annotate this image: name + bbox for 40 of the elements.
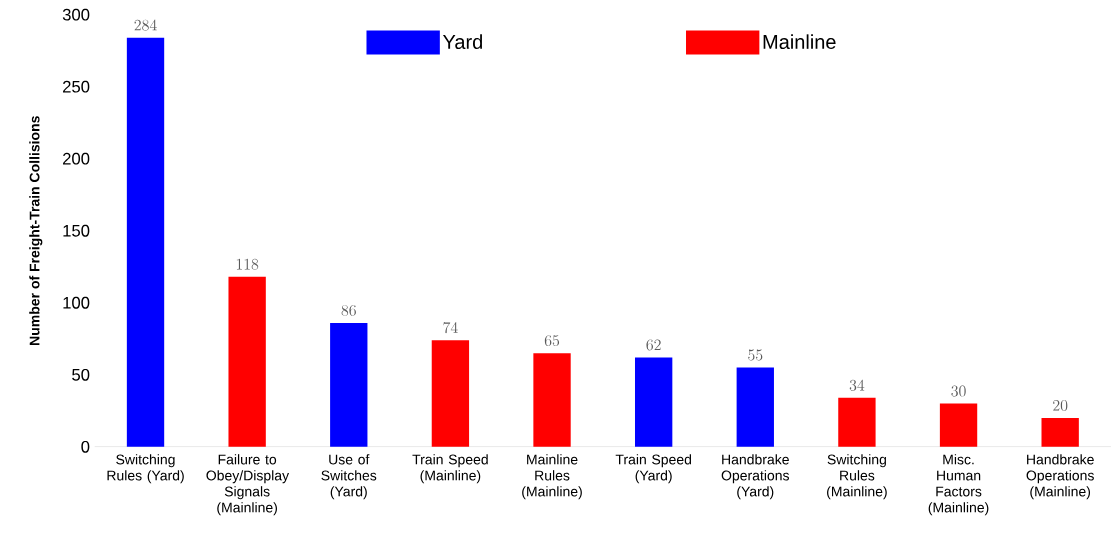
data-label: 74 xyxy=(443,322,458,334)
data-label: 86 xyxy=(341,304,356,316)
data-label: 20 xyxy=(1053,400,1068,412)
x-tick-label: Train Speed (Yard) xyxy=(615,454,692,484)
x-tick-label: Failure to Obey/Display Signals (Mainline) xyxy=(206,454,290,516)
x-tick-label: Mainline Rules (Mainline) xyxy=(522,454,582,500)
y-tick-label: 150 xyxy=(63,224,90,237)
x-tick-label: Use of Switches (Yard) xyxy=(321,454,377,500)
y-axis-title: Number of Freight-Train Collisions xyxy=(29,116,43,346)
data-label: 62 xyxy=(646,339,661,351)
data-label: 55 xyxy=(748,349,763,361)
x-tick-label: Handbrake Operations (Yard) xyxy=(721,454,790,500)
legend-label: Mainline xyxy=(763,34,836,50)
bar xyxy=(1041,418,1079,447)
y-tick-label: 200 xyxy=(63,152,90,165)
bar xyxy=(736,367,774,447)
x-tick-label: Handbrake Operations (Mainline) xyxy=(1026,454,1094,500)
data-label: 284 xyxy=(134,19,157,31)
bar xyxy=(939,403,978,447)
data-label: 65 xyxy=(544,335,560,347)
y-tick-label: 0 xyxy=(81,440,90,453)
data-label: 118 xyxy=(236,258,259,270)
bar xyxy=(330,323,368,447)
bar xyxy=(838,397,876,447)
legend-label: Yard xyxy=(442,34,482,50)
x-tick-label: Switching Rules (Mainline) xyxy=(827,454,887,500)
y-tick-label: 50 xyxy=(72,368,90,381)
y-tick-label: 250 xyxy=(63,80,90,93)
bar xyxy=(533,353,571,447)
data-label: 30 xyxy=(951,385,966,397)
x-tick-label: Switching Rules (Yard) xyxy=(107,454,184,484)
bar xyxy=(634,357,673,447)
x-tick-label: Train Speed (Mainline) xyxy=(412,454,488,484)
data-label: 34 xyxy=(849,379,865,391)
bar xyxy=(228,276,266,447)
bar xyxy=(126,37,165,447)
y-tick-label: 300 xyxy=(62,8,90,21)
bar xyxy=(431,340,470,447)
x-tick-label: Misc. Human Factors (Mainline) xyxy=(928,454,989,516)
y-tick-label: 100 xyxy=(63,296,90,309)
